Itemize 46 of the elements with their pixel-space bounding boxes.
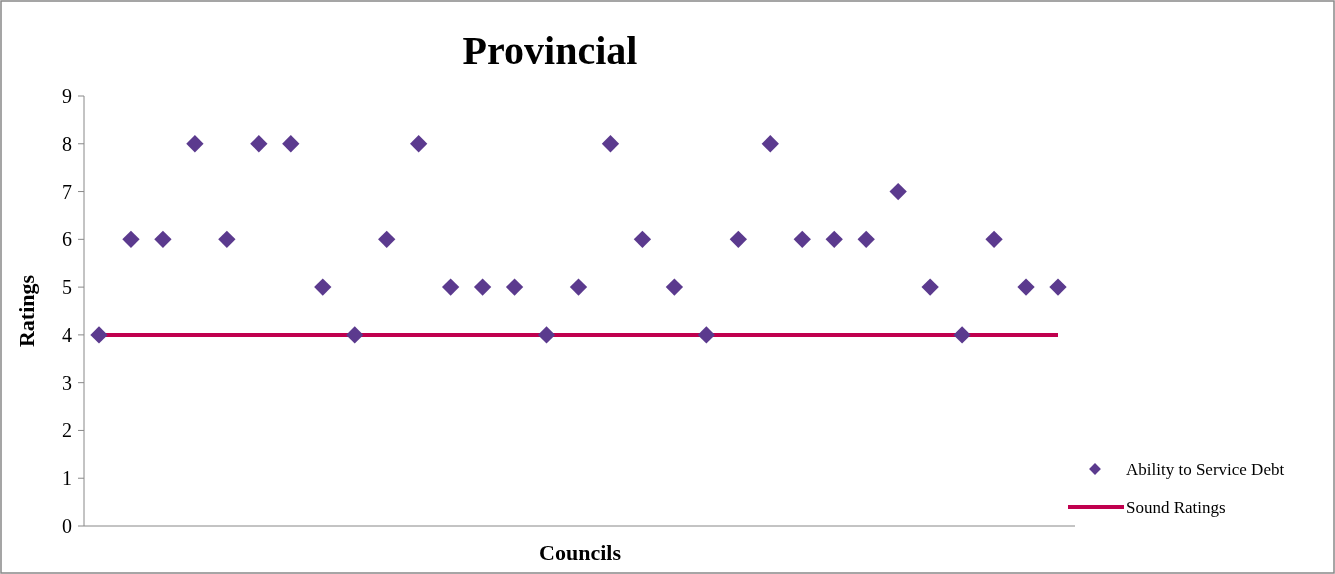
point	[665, 278, 684, 296]
y-tick-label: 5	[62, 276, 72, 299]
point	[537, 326, 556, 344]
point	[441, 278, 460, 296]
point	[697, 326, 716, 344]
point	[250, 135, 268, 153]
point	[282, 135, 300, 153]
y-tick-label: 6	[62, 228, 72, 251]
y-tick-label: 0	[62, 515, 72, 537]
point	[729, 230, 747, 248]
y-tick-label: 9	[62, 85, 72, 107]
point	[90, 326, 108, 344]
point	[346, 326, 364, 344]
point	[985, 230, 1003, 248]
legend-label: Sound Ratings	[1126, 497, 1226, 517]
y-tick-label: 1	[62, 467, 72, 490]
point	[1017, 278, 1035, 296]
point	[633, 230, 652, 248]
point	[473, 278, 492, 296]
point	[921, 278, 939, 296]
point	[218, 230, 236, 248]
point	[793, 230, 811, 248]
x-axis-title: Councils	[539, 540, 622, 565]
y-axis-title: Ratings	[14, 274, 39, 348]
point	[122, 230, 140, 248]
point	[601, 135, 620, 153]
point	[857, 230, 875, 248]
y-tick-label: 2	[62, 419, 72, 442]
point	[154, 230, 172, 248]
point	[410, 135, 428, 153]
point	[889, 182, 907, 201]
point	[761, 135, 779, 153]
y-tick-label: 3	[62, 371, 72, 394]
point	[314, 278, 332, 296]
chart-title: Provincial	[462, 28, 638, 73]
y-tick-label: 4	[62, 323, 72, 346]
point	[186, 135, 204, 153]
point	[569, 278, 588, 296]
point	[953, 326, 971, 344]
y-tick-label: 7	[62, 180, 72, 203]
point	[1049, 278, 1067, 296]
point	[505, 278, 524, 296]
point	[378, 230, 396, 248]
legend-label: Ability to Service Debt	[1126, 459, 1285, 479]
y-tick-label: 8	[62, 132, 72, 155]
point	[825, 230, 843, 248]
